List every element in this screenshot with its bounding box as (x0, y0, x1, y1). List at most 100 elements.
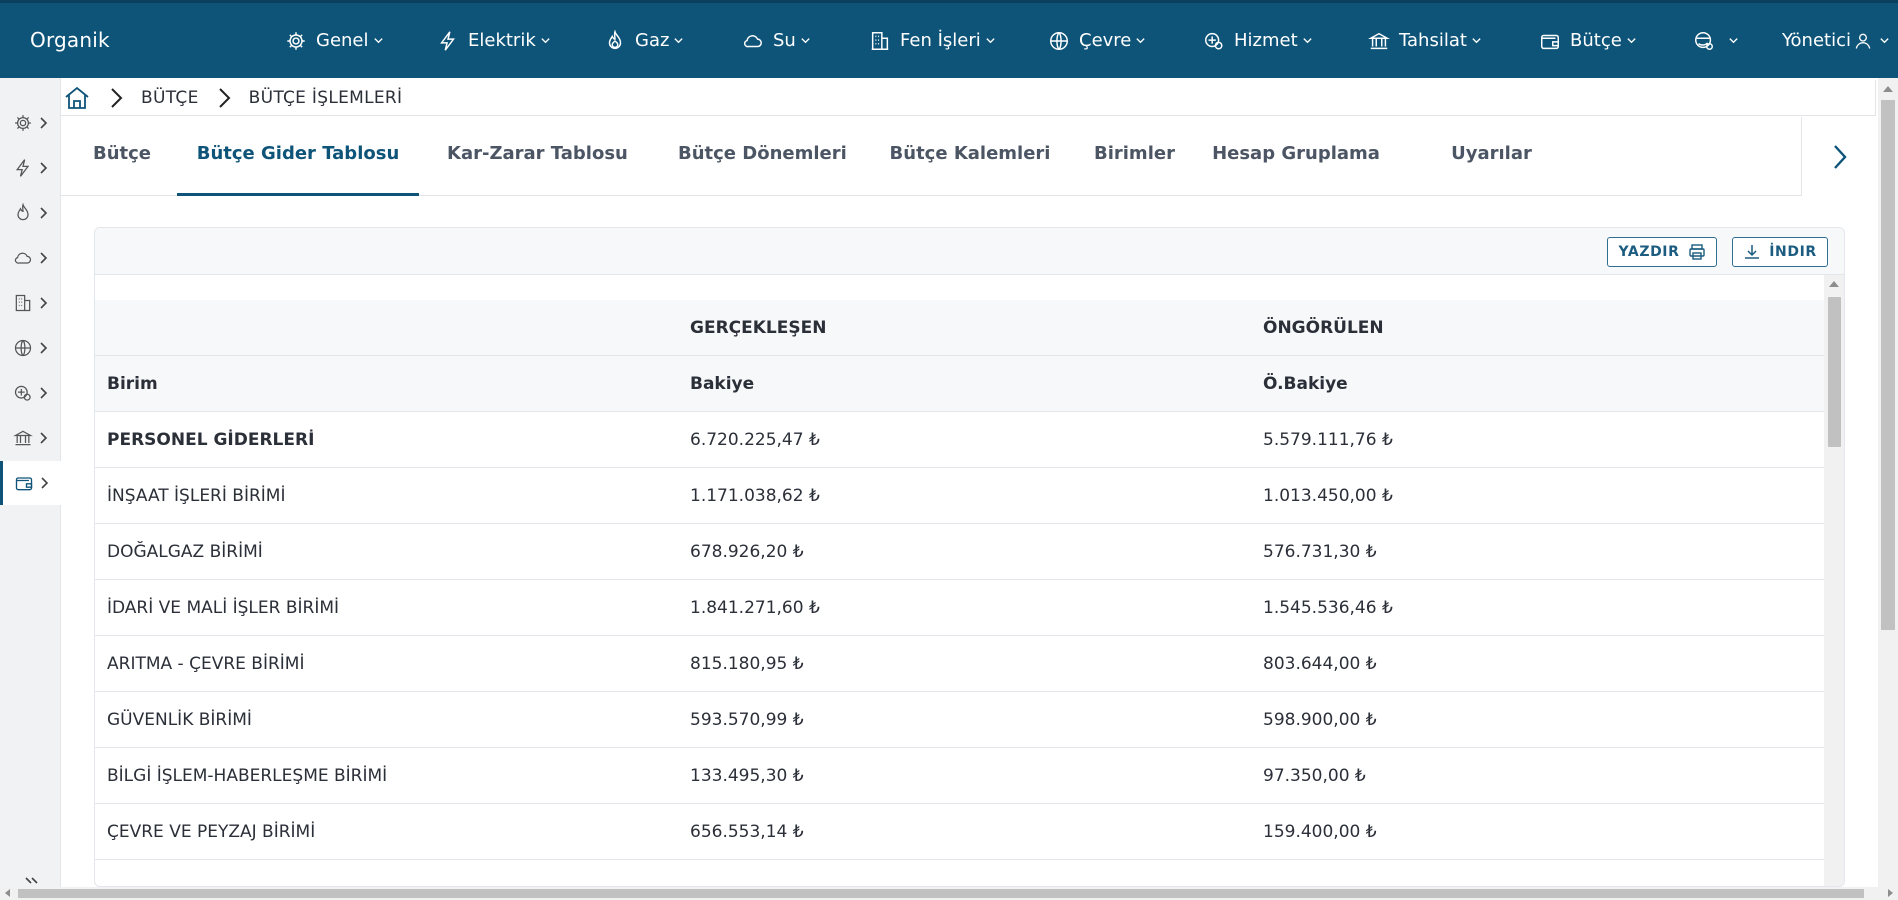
page-horizontal-scrollbar[interactable] (0, 887, 1898, 900)
bank-icon (12, 428, 33, 448)
gear-icon (13, 113, 33, 133)
cell-birim: İNŞAAT İŞLERİ BİRİMİ (107, 486, 286, 506)
column-header-bakiye[interactable]: Bakiye (690, 374, 755, 394)
scroll-left-arrow-icon[interactable] (5, 889, 10, 897)
table-row[interactable]: ARITMA - ÇEVRE BİRİMİ 815.180,95 ₺ 803.6… (95, 636, 1824, 692)
cell-o-bakiye: 1.545.536,46 ₺ (1263, 598, 1393, 618)
chevron-right-icon (39, 431, 49, 445)
menu-butce-label: Bütçe (1570, 30, 1622, 51)
menu-su[interactable]: Su (742, 3, 811, 78)
table-row[interactable]: İDARİ VE MALİ İŞLER BİRİMİ 1.841.271,60 … (95, 580, 1824, 636)
tab-hesap-gruplama[interactable]: Hesap Gruplama (1212, 143, 1380, 164)
cell-birim: BİLGİ İŞLEM-HABERLEŞME BİRİMİ (107, 766, 388, 786)
cloud-icon (13, 248, 33, 268)
table-row[interactable]: ÇEVRE VE PEYZAJ BİRİMİ 656.553,14 ₺ 159.… (95, 804, 1824, 860)
menu-fen-isleri[interactable]: Fen İşleri (869, 3, 996, 78)
chevron-right-icon (105, 86, 127, 110)
double-chevron-icon[interactable] (22, 866, 44, 888)
budget-expense-table: GERÇEKLEŞEN ÖNGÖRÜLEN Birim Bakiye Ö.Bak… (95, 300, 1824, 886)
tab-butce-donemleri[interactable]: Bütçe Dönemleri (678, 143, 847, 164)
tabs-scroll-right-button[interactable] (1801, 117, 1878, 196)
sidebar-item-hizmet[interactable] (0, 371, 61, 415)
sidebar-item-su[interactable] (0, 236, 61, 280)
budget-expense-card: YAZDIR İNDIR GERÇEKLEŞEN ÖNGÖRÜLEN Birim… (94, 227, 1845, 887)
chevron-down-icon (985, 35, 996, 46)
flame-icon (604, 29, 626, 52)
menu-genel[interactable]: Genel (285, 3, 384, 78)
service-icon (1203, 30, 1225, 52)
gear-icon (285, 30, 307, 52)
cell-bakiye: 1.841.271,60 ₺ (690, 598, 820, 618)
page-horizontal-scroll-thumb[interactable] (18, 889, 1864, 898)
table-scroll-thumb[interactable] (1828, 297, 1841, 447)
download-button[interactable]: İNDIR (1732, 237, 1828, 267)
scroll-right-arrow-icon[interactable] (1888, 889, 1893, 897)
group-header-forecast: ÖNGÖRÜLEN (1263, 318, 1384, 338)
scroll-up-arrow-icon[interactable] (1883, 86, 1893, 92)
sidebar-item-tahsilat[interactable] (0, 416, 61, 460)
card-toolbar: YAZDIR İNDIR (95, 228, 1844, 275)
table-row[interactable]: İNŞAAT İŞLERİ BİRİMİ 1.171.038,62 ₺ 1.01… (95, 468, 1824, 524)
cell-bakiye: 656.553,14 ₺ (690, 822, 804, 842)
tab-butce[interactable]: Bütçe (93, 143, 152, 164)
cell-birim: GÜVENLİK BİRİMİ (107, 710, 252, 730)
menu-gaz[interactable]: Gaz (604, 3, 684, 78)
menu-elektrik[interactable]: Elektrik (437, 3, 551, 78)
menu-settings-globe[interactable] (1693, 3, 1739, 78)
table-row[interactable]: GÜVENLİK BİRİMİ 593.570,99 ₺ 598.900,00 … (95, 692, 1824, 748)
tab-kar-zarar-tablosu[interactable]: Kar-Zarar Tablosu (447, 143, 628, 164)
tab-butce-kalemleri[interactable]: Bütçe Kalemleri (889, 143, 1051, 164)
tab-butce-gider-tablosu[interactable]: Bütçe Gider Tablosu (177, 117, 419, 196)
cell-birim: ARITMA - ÇEVRE BİRİMİ (107, 654, 305, 674)
chevron-right-icon (39, 386, 49, 400)
home-icon[interactable] (63, 84, 91, 112)
cell-birim: DOĞALGAZ BİRİMİ (107, 542, 263, 562)
cell-o-bakiye: 97.350,00 ₺ (1263, 766, 1366, 786)
menu-hizmet[interactable]: Hizmet (1203, 3, 1313, 78)
sidebar-item-cevre[interactable] (0, 326, 61, 370)
menu-genel-label: Genel (316, 30, 369, 51)
print-button[interactable]: YAZDIR (1607, 237, 1717, 267)
chevron-right-icon (39, 116, 49, 130)
table-group-header-row: GERÇEKLEŞEN ÖNGÖRÜLEN (95, 300, 1824, 356)
scroll-up-arrow-icon[interactable] (1829, 281, 1839, 287)
table-row[interactable]: DOĞALGAZ BİRİMİ 678.926,20 ₺ 576.731,30 … (95, 524, 1824, 580)
table-vertical-scrollbar[interactable] (1824, 275, 1844, 886)
cell-bakiye: 1.171.038,62 ₺ (690, 486, 820, 506)
sidebar-item-gaz[interactable] (0, 191, 61, 235)
chevron-down-icon (1728, 35, 1739, 46)
menu-cevre[interactable]: Çevre (1048, 3, 1146, 78)
sidebar-item-butce[interactable] (0, 461, 61, 505)
lightning-icon (13, 158, 33, 178)
cell-bakiye: 593.570,99 ₺ (690, 710, 804, 730)
sidebar-item-fen-isleri[interactable] (0, 281, 61, 325)
chevron-down-icon (373, 35, 384, 46)
user-icon (1853, 31, 1873, 51)
sidebar-item-elektrik[interactable] (0, 146, 61, 190)
breadcrumb-item-butce[interactable]: BÜTÇE (141, 87, 199, 108)
user-name: Yönetici (1781, 30, 1851, 51)
sidebar-item-genel[interactable] (0, 101, 61, 145)
table-row[interactable]: PERSONEL GİDERLERİ 6.720.225,47 ₺ 5.579.… (95, 412, 1824, 468)
tab-bar: Bütçe Bütçe Gider Tablosu Kar-Zarar Tabl… (61, 117, 1801, 196)
tab-birimler[interactable]: Birimler (1094, 143, 1175, 164)
chevron-right-icon (39, 206, 49, 220)
chevron-down-icon (1471, 35, 1482, 46)
chevron-down-icon (1302, 35, 1313, 46)
settings-globe-icon (1693, 30, 1715, 52)
column-header-o-bakiye[interactable]: Ö.Bakiye (1263, 374, 1348, 394)
menu-tahsilat-label: Tahsilat (1399, 30, 1467, 51)
page-vertical-scroll-thumb[interactable] (1881, 100, 1895, 630)
table-row[interactable]: BİLGİ İŞLEM-HABERLEŞME BİRİMİ 133.495,30… (95, 748, 1824, 804)
page-vertical-scrollbar[interactable] (1878, 78, 1898, 888)
column-header-birim[interactable]: Birim (107, 374, 158, 394)
menu-tahsilat[interactable]: Tahsilat (1368, 3, 1482, 78)
cell-o-bakiye: 598.900,00 ₺ (1263, 710, 1377, 730)
tab-uyarilar[interactable]: Uyarılar (1451, 143, 1532, 164)
brand-logo[interactable]: Organik (30, 28, 110, 52)
menu-fen-isleri-label: Fen İşleri (900, 30, 981, 51)
cell-o-bakiye: 803.644,00 ₺ (1263, 654, 1377, 674)
group-header-actual: GERÇEKLEŞEN (690, 318, 827, 338)
user-menu[interactable]: Yönetici (1782, 3, 1890, 78)
menu-butce[interactable]: Bütçe (1539, 3, 1637, 78)
